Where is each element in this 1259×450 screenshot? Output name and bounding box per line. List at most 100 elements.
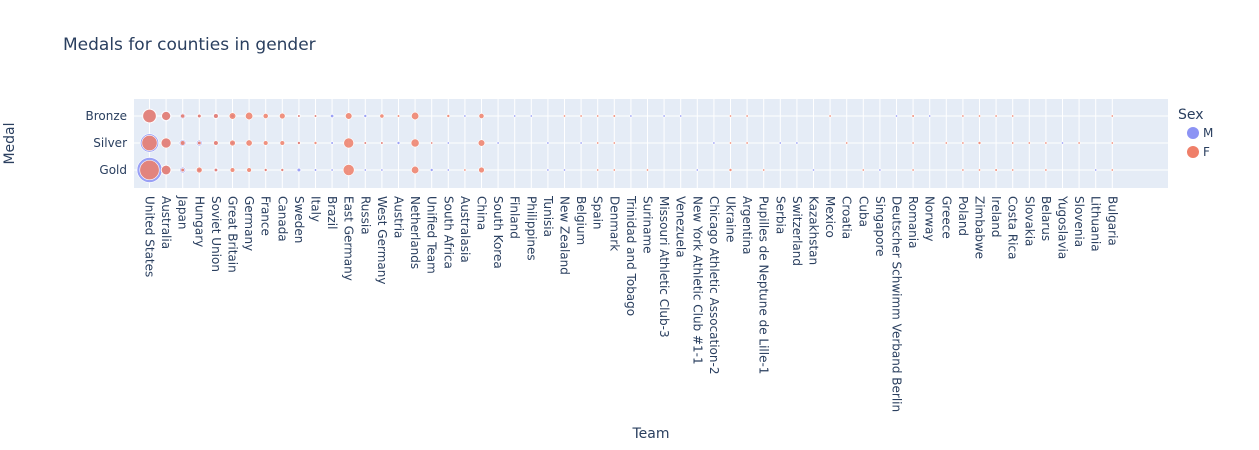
x-tick-philippines: Philippines: [524, 196, 538, 261]
x-tick-brazil: Brazil: [325, 196, 339, 230]
point-f-mexico-bronze: [828, 114, 832, 118]
point-f-japan-gold: [180, 167, 185, 173]
x-tick-mexico: Mexico: [823, 196, 837, 238]
point-f-hungary-gold: [196, 166, 203, 174]
point-f-poland-silver: [961, 141, 965, 145]
x-tick-united-states: United States: [143, 196, 157, 277]
legend-item-f[interactable]: F: [1187, 145, 1210, 159]
legend: Sex M F: [1178, 107, 1213, 159]
x-tick-denmark: Denmark: [607, 196, 621, 251]
point-f-australasia-gold: [463, 168, 467, 172]
legend-label-m: M: [1203, 126, 1213, 140]
point-f-china-bronze: [478, 113, 485, 119]
x-tick-australasia: Australasia: [458, 196, 472, 263]
point-f-greece-silver: [944, 141, 948, 145]
point-f-poland-gold: [961, 168, 965, 172]
point-f-belgium-bronze: [579, 114, 583, 118]
x-tick-austria: Austria: [392, 196, 406, 238]
point-m-tunisia-gold: [546, 168, 550, 172]
point-m-switzerland-silver: [795, 141, 799, 145]
x-tick-chicago-athletic-assocation-2: Chicago Athletic Assocation-2: [707, 196, 721, 374]
point-m-unified-team-gold: [429, 168, 434, 172]
x-tick-serbia: Serbia: [773, 196, 787, 234]
x-tick-belarus: Belarus: [1039, 196, 1053, 241]
point-f-soviet-union-bronze: [213, 113, 219, 119]
point-f-costa-rica-silver: [1011, 141, 1015, 145]
point-f-costa-rica-bronze: [1011, 114, 1015, 118]
x-tick-south-korea: South Korea: [491, 196, 505, 269]
legend-item-m[interactable]: M: [1187, 126, 1213, 140]
point-f-zimbabwe-bronze: [977, 114, 981, 118]
point-f-germany-silver: [245, 139, 253, 147]
point-f-slovakia-silver: [1027, 141, 1031, 145]
point-f-china-silver: [477, 139, 486, 147]
y-axis-title: Medal: [2, 122, 18, 164]
x-tick-canada: Canada: [275, 196, 289, 242]
point-f-croatia-silver: [845, 141, 849, 145]
point-f-ireland-gold: [994, 168, 998, 172]
point-f-spain-bronze: [596, 114, 600, 118]
point-f-netherlands-gold: [411, 165, 420, 175]
point-f-italy-bronze: [313, 114, 318, 118]
x-tick-south-africa: South Africa: [441, 196, 455, 269]
point-f-ukraine-bronze: [728, 114, 732, 118]
point-m-trinidad-and-tobago-bronze: [629, 114, 633, 118]
point-m-lithuania-gold: [1094, 168, 1098, 172]
point-f-sweden-silver: [297, 141, 301, 145]
x-tick-hungary: Hungary: [192, 196, 206, 247]
point-m-australasia-bronze: [463, 114, 467, 118]
point-f-united-states-silver: [141, 135, 158, 151]
x-tick-lithuania: Lithuania: [1089, 196, 1103, 252]
point-m-russia-gold: [363, 168, 367, 172]
point-m-brazil-bronze: [330, 114, 335, 118]
point-m-south-africa-gold: [446, 168, 450, 172]
point-m-italy-gold: [313, 168, 318, 172]
x-tick-norway: Norway: [923, 196, 937, 242]
x-tick-france: France: [259, 196, 273, 236]
x-tick-kazakhstan: Kazakhstan: [807, 196, 821, 265]
point-f-united-states-bronze: [142, 109, 157, 123]
x-tick-missouri-athletic-club-3: Missouri Athletic Club-3: [657, 196, 671, 338]
point-f-soviet-union-silver: [213, 140, 219, 146]
legend-label-f: F: [1203, 145, 1210, 159]
x-tick-labels: United States Australia Japan Hungary Soviet…: [143, 195, 1120, 412]
x-tick-belgium: Belgium: [574, 196, 588, 245]
point-f-pupilles-de-neptune-de-lille-1-gold: [762, 168, 766, 172]
point-f-romania-gold: [911, 168, 915, 172]
point-m-sweden-gold: [296, 167, 302, 173]
x-tick-pupilles-de-neptune-de-lille-1: Pupilles de Neptune de Lille-1: [757, 196, 771, 374]
x-tick-netherlands: Netherlands: [408, 196, 422, 269]
point-f-canada-gold: [280, 168, 285, 172]
x-tick-russia: Russia: [358, 196, 372, 235]
legend-marker-f: [1187, 146, 1199, 158]
x-tick-finland: Finland: [508, 196, 522, 239]
point-m-kazakhstan-gold: [811, 168, 815, 172]
point-f-australia-bronze: [161, 111, 171, 121]
point-f-denmark-gold: [612, 168, 616, 172]
point-m-norway-bronze: [928, 114, 932, 118]
point-f-canada-silver: [279, 140, 285, 146]
point-f-cuba-gold: [861, 168, 865, 172]
x-tick-costa-rica: Costa Rica: [1006, 196, 1020, 259]
x-tick-sweden: Sweden: [292, 196, 306, 243]
point-m-singapore-gold: [878, 168, 882, 172]
point-f-hungary-bronze: [197, 113, 202, 119]
point-f-romania-bronze: [911, 114, 915, 118]
point-f-belarus-gold: [1044, 168, 1048, 172]
point-m-yugoslavia-silver: [1061, 141, 1065, 145]
point-m-new-york-athletic-club-1-1-gold: [695, 168, 699, 172]
point-f-ireland-bronze: [994, 114, 998, 118]
point-f-australia-gold: [161, 164, 172, 176]
point-f-france-bronze: [262, 113, 269, 119]
point-f-suriname-gold: [645, 168, 649, 172]
x-tick-germany: Germany: [242, 196, 256, 251]
point-f-france-gold: [263, 168, 268, 172]
point-m-west-germany-gold: [380, 168, 384, 172]
point-m-south-africa-silver: [446, 141, 450, 145]
point-m-new-zealand-gold: [562, 168, 566, 172]
y-tick-bronze: Bronze: [85, 109, 127, 123]
x-tick-ireland: Ireland: [989, 196, 1003, 238]
point-m-tunisia-silver: [546, 141, 550, 145]
x-tick-japan: Japan: [176, 195, 190, 229]
y-tick-labels: Gold Silver Bronze: [85, 109, 127, 177]
